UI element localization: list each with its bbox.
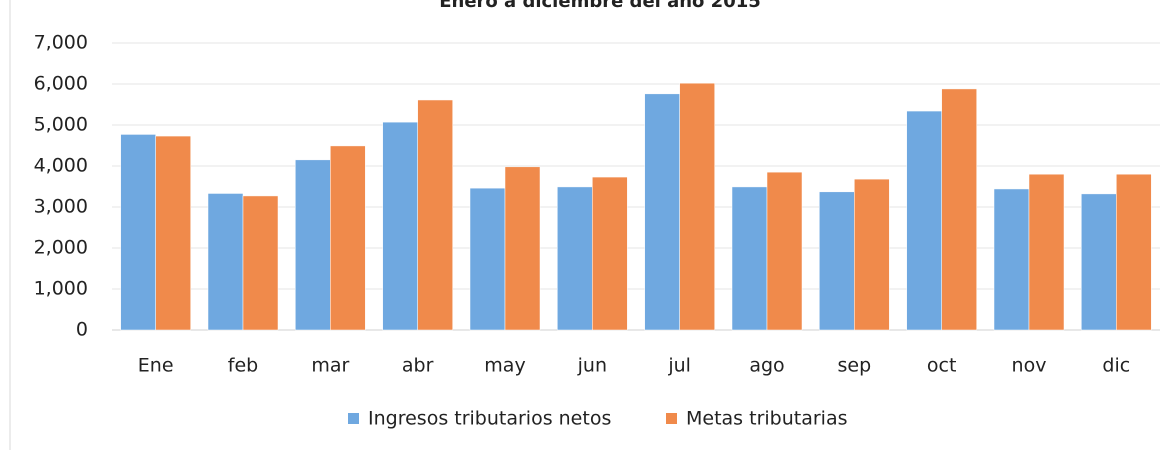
x-tick-label: nov xyxy=(1012,355,1047,377)
y-tick-label: 6,000 xyxy=(34,73,88,95)
bar xyxy=(155,135,191,331)
x-tick-label: ago xyxy=(749,355,784,377)
x-tick-label: may xyxy=(484,355,525,377)
bar xyxy=(731,186,768,331)
bar xyxy=(242,195,279,331)
bar xyxy=(766,171,803,331)
bar xyxy=(330,145,366,331)
bar xyxy=(557,186,593,331)
bar xyxy=(854,178,890,331)
bar xyxy=(382,121,418,331)
x-tick-label: sep xyxy=(838,355,872,377)
x-tick-label: jun xyxy=(577,355,607,377)
chart-title: Enero a diciembre del año 2015 xyxy=(439,0,761,12)
bar xyxy=(644,93,680,331)
bar xyxy=(1028,173,1065,331)
y-tick-label: 1,000 xyxy=(34,278,88,300)
y-tick-label: 3,000 xyxy=(34,196,88,218)
bar xyxy=(1116,173,1152,331)
x-tick-label: jul xyxy=(667,355,691,377)
bar xyxy=(941,88,977,331)
x-tick-label: oct xyxy=(927,355,957,377)
bar xyxy=(207,193,244,331)
x-tick-label: mar xyxy=(311,355,349,377)
bar xyxy=(592,176,628,331)
legend-swatch xyxy=(348,413,359,424)
bar xyxy=(1081,193,1117,331)
bar xyxy=(993,188,1030,331)
x-tick-label: abr xyxy=(402,355,434,377)
y-tick-label: 7,000 xyxy=(34,32,88,54)
y-tick-label: 0 xyxy=(76,319,88,341)
x-tick-label: dic xyxy=(1102,355,1130,377)
bar xyxy=(295,159,331,331)
y-tick-label: 4,000 xyxy=(34,155,88,177)
legend-swatch xyxy=(666,413,677,424)
bar xyxy=(906,110,942,331)
bar xyxy=(120,134,156,331)
x-tick-label: Ene xyxy=(138,355,174,377)
bar xyxy=(469,187,506,331)
bar xyxy=(819,191,855,331)
legend-label: Ingresos tributarios netos xyxy=(368,408,611,430)
y-tick-label: 2,000 xyxy=(34,237,88,259)
bar xyxy=(504,166,541,331)
x-tick-label: feb xyxy=(228,355,258,377)
legend-label: Metas tributarias xyxy=(686,408,847,430)
y-tick-label: 5,000 xyxy=(34,114,88,136)
bar xyxy=(679,82,715,331)
bar xyxy=(417,99,453,331)
